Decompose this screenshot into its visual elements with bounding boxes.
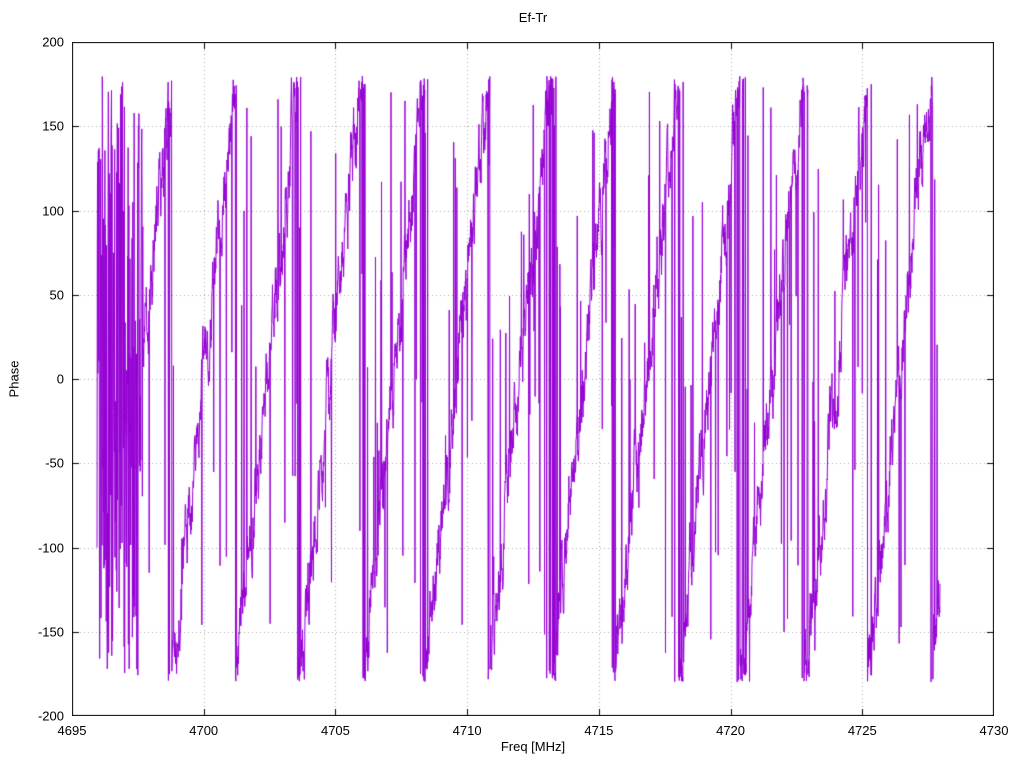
x-axis-label: Freq [MHz] [500,739,566,754]
y-tick-label: 200 [42,34,64,50]
y-tick-label: -150 [37,624,64,640]
chart-title: Ef-Tr [518,10,548,25]
x-tick-label: 4725 [847,723,877,738]
y-tick-label: 50 [49,287,64,303]
y-tick-label: 150 [42,118,64,134]
x-tick-label: 4710 [452,723,482,738]
y-tick-label: -100 [37,540,64,555]
x-tick-label: 4715 [584,723,614,738]
x-tick-label: 4695 [57,723,87,738]
y-tick-label: 0 [56,371,64,387]
x-tick-label: 4700 [189,723,219,738]
x-tick-label: 4705 [320,723,350,738]
y-tick-label: -200 [37,708,64,724]
y-tick-label: -50 [45,455,64,471]
y-axis-label: Phase [6,360,22,398]
y-tick-label: 100 [42,203,64,218]
plot-area [72,42,994,716]
x-tick-label: 4720 [716,723,746,738]
x-tick-label: 4730 [979,723,1009,738]
